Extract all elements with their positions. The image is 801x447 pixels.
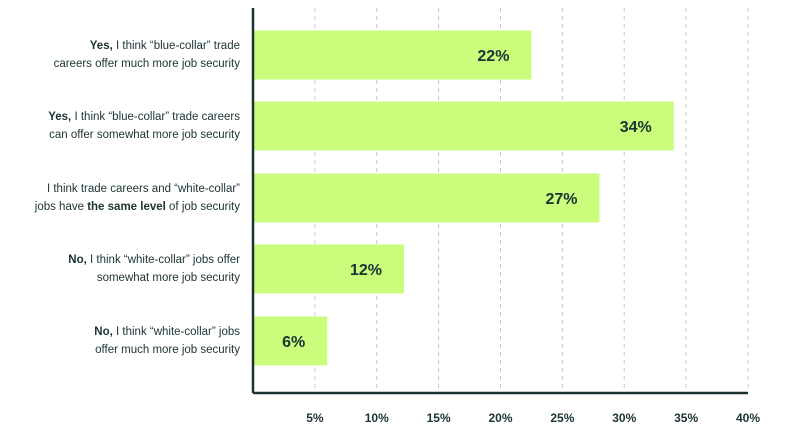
category-label-text: jobs have [34,201,88,213]
category-label-text: I think “blue-collar” trade [112,40,240,52]
x-tick-label: 35% [674,411,698,425]
category-label-text: can offer somewhat more job security [49,129,240,141]
category-label-text: I think “white-collar” jobs offer [86,254,240,266]
category-label-text: Yes, [48,111,72,123]
x-tick-label: 15% [427,411,451,425]
category-label-line: I think trade careers and “white-collar” [0,180,240,198]
data-labels: 22% 34% 27% 12% 6% [282,48,652,351]
bar [253,30,532,80]
category-label-line: Yes, I think “blue-collar” trade careers [0,108,240,126]
category-label-line: No, I think “white-collar” jobs [0,323,240,341]
x-tick-label: 40% [736,411,760,425]
data-label: 6% [282,334,305,351]
category-label-line: careers offer much more job security [0,55,240,73]
category-label-text: Yes, [89,40,113,52]
category-label-text: the same level [87,201,166,213]
category-label: Yes, I think “blue-collar” trade careers… [0,108,240,144]
x-tick-label: 5% [306,411,324,425]
category-label-text: of job security [165,201,240,213]
category-label-text: somewhat more job security [96,272,240,284]
data-label: 34% [620,119,652,136]
category-label-text: I think “white-collar” jobs [112,326,240,338]
category-label-line: No, I think “white-collar” jobs offer [0,251,240,269]
category-label-line: jobs have the same level of job security [0,198,240,216]
category-label-text: No, [68,254,87,266]
category-label-line: somewhat more job security [0,269,240,287]
bar [253,173,600,223]
data-label: 27% [545,191,577,208]
bar [253,316,328,366]
category-label-text: I think “blue-collar” trade careers [71,111,240,123]
bars [253,30,674,366]
category-label-line: can offer somewhat more job security [0,126,240,144]
category-label: Yes, I think “blue-collar” trade careers … [0,37,240,73]
category-label: No, I think “white-collar” jobs offer som… [0,251,240,287]
x-tick-label: 10% [365,411,389,425]
x-tick-label: 25% [550,411,574,425]
data-label: 22% [477,48,509,65]
x-tick-label: 20% [488,411,512,425]
bar [253,244,404,294]
category-label-line: Yes, I think “blue-collar” trade [0,37,240,55]
category-label-text: No, [94,326,113,338]
data-label: 12% [350,262,382,279]
category-label-text: careers offer much more job security [53,58,240,70]
category-label-text: offer much more job security [95,344,240,356]
category-label-text: I think trade careers and “white-collar” [46,183,240,195]
x-tick-labels: 5% 10% 15% 20% 25% 30% 35% 40% [306,411,760,425]
category-label: I think trade careers and “white-collar”… [0,180,240,216]
axes [251,8,748,395]
category-label: No, I think “white-collar” jobs offer muc… [0,323,240,359]
bar [253,101,674,151]
x-tick-label: 30% [612,411,636,425]
category-label-line: offer much more job security [0,341,240,359]
